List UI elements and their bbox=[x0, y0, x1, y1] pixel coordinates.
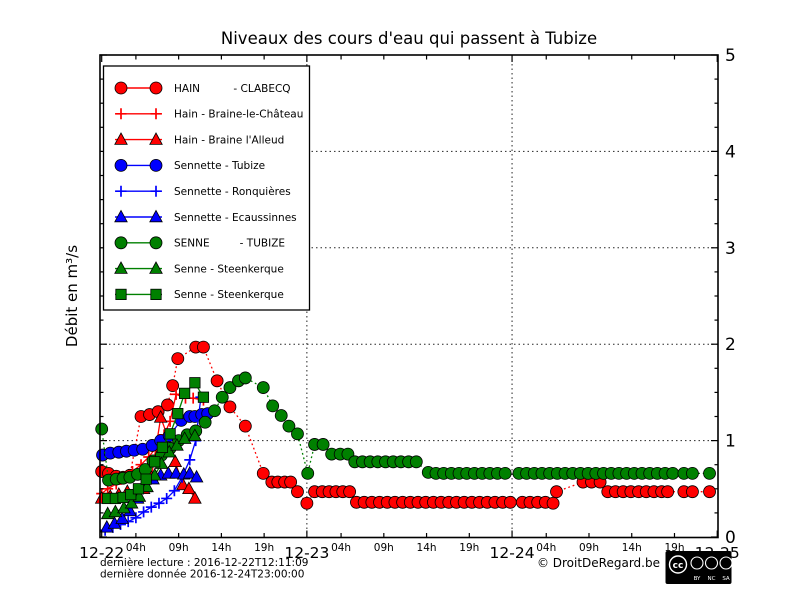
legend-label: Sennette - Ecaussinnes bbox=[174, 212, 297, 224]
legend-item-senne-steenkerque-square: Senne - Steenkerque bbox=[115, 288, 284, 301]
x-hour-label: 09h bbox=[374, 542, 394, 554]
cc-by-icon bbox=[690, 556, 704, 570]
legend-label: Hain - Braine l'Alleud bbox=[174, 134, 284, 146]
x-hour-label: 09h bbox=[169, 542, 189, 554]
series-senne-steenkerque-square bbox=[102, 377, 210, 505]
x-hour-label: 14h bbox=[417, 542, 437, 554]
y-axis-label: Débit en m³/s bbox=[63, 245, 81, 347]
y-tick-label-5: 5 bbox=[725, 46, 736, 66]
cc-nc-icon bbox=[704, 556, 719, 570]
legend-label: Senne - Steenkerque bbox=[174, 263, 284, 275]
x-hour-label: 19h bbox=[254, 542, 274, 554]
copyright: © DroitDeRegard.be bbox=[537, 556, 660, 570]
cc-license-badge: cc BY NC SA bbox=[665, 551, 733, 584]
footer-last-data: dernière donnée 2016-12-24T23:00:00 bbox=[100, 569, 304, 581]
legend-item-hain-clabecq: HAIN - CLABECQ bbox=[114, 81, 291, 95]
legend-item-sennette-ecaussinnes: Sennette - Ecaussinnes bbox=[114, 209, 297, 224]
x-hour-label: 09h bbox=[579, 542, 599, 554]
x-day-label-12-24: 12-24 bbox=[490, 544, 535, 562]
chart-title: Niveaux des cours d'eau qui passent à Tu… bbox=[221, 29, 597, 48]
legend-label: Senne - Steenkerque bbox=[174, 289, 284, 301]
cc-badge-background bbox=[665, 551, 732, 584]
legend-item-sennette-tubize: Sennette - Tubize bbox=[114, 158, 265, 172]
y-tick-label-1: 1 bbox=[725, 432, 736, 452]
cc-nc-label: NC bbox=[708, 576, 716, 582]
legend-item-senne-steenkerque-triangle: Senne - Steenkerque bbox=[114, 261, 284, 275]
x-hour-label: 04h bbox=[331, 542, 351, 554]
legend-item-hain-braine-l-alleud: Hain - Braine l'Alleud bbox=[114, 132, 284, 146]
legend-label: Hain - Braine-le-Château bbox=[174, 109, 303, 121]
legend-label: HAIN - CLABECQ bbox=[174, 83, 291, 95]
x-hour-label: 14h bbox=[622, 542, 642, 554]
x-hour-label: 04h bbox=[536, 542, 556, 554]
x-hour-label: 19h bbox=[459, 542, 479, 554]
legend-label: SENNE - TUBIZE bbox=[174, 238, 285, 250]
x-day-label-12-22: 12-22 bbox=[79, 544, 124, 562]
legend-item-senne-tubize: SENNE - TUBIZE bbox=[114, 236, 285, 250]
cc-sa-icon bbox=[719, 556, 733, 570]
legend-label: Sennette - Ronquières bbox=[174, 186, 291, 198]
x-hour-label: 04h bbox=[126, 542, 146, 554]
legend-item-hain-braine-le-chateau: Hain - Braine-le-Château bbox=[115, 108, 303, 121]
data-series bbox=[94, 340, 716, 536]
y-tick-label-3: 3 bbox=[725, 239, 736, 259]
y-tick-label-0: 0 bbox=[725, 528, 736, 548]
cc-icon bbox=[668, 555, 688, 574]
legend: HAIN - CLABECQ Hain - Braine-le-Château Ha… bbox=[102, 65, 311, 311]
x-hour-label: 14h bbox=[211, 542, 231, 554]
y-tick-labels: 0 1 2 3 4 5 bbox=[725, 46, 736, 548]
x-day-label-12-23: 12-23 bbox=[284, 544, 329, 562]
cc-sa-label: SA bbox=[722, 576, 730, 582]
y-tick-label-2: 2 bbox=[725, 335, 736, 355]
footer-last-reading: dernière lecture : 2016-12-22T12:11:09 bbox=[100, 557, 308, 569]
legend-box bbox=[102, 65, 311, 311]
series-senne-tubize bbox=[95, 371, 716, 487]
cc-by-label: BY bbox=[694, 576, 701, 582]
legend-item-sennette-ronquieres: Sennette - Ronquières bbox=[115, 185, 291, 198]
legend-label: Sennette - Tubize bbox=[174, 160, 265, 172]
cc-icon-label: cc bbox=[673, 561, 684, 571]
y-tick-label-4: 4 bbox=[725, 142, 736, 162]
